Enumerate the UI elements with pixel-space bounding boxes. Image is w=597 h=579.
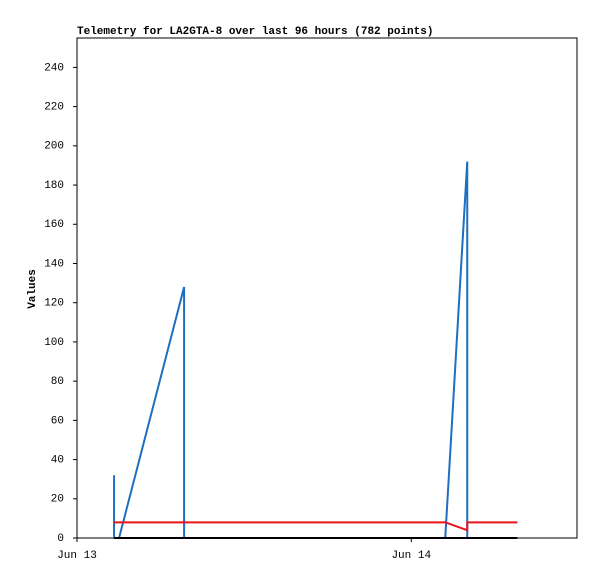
y-tick-label: 40 [51, 454, 64, 466]
y-tick-label: 120 [44, 298, 64, 310]
y-axis-label: Values [27, 269, 39, 309]
y-tick-label: 0 [57, 533, 64, 545]
y-tick-label: 240 [44, 62, 64, 74]
y-tick-label: 160 [44, 219, 64, 231]
chart-title: Telemetry for LA2GTA-8 over last 96 hour… [77, 26, 433, 38]
y-tick-label: 180 [44, 180, 64, 192]
y-tick-label: 200 [44, 141, 64, 153]
x-tick-label: Jun 13 [57, 550, 97, 562]
plot-frame [76, 37, 578, 539]
y-tick-label: 140 [44, 258, 64, 270]
y-tick-label: 100 [44, 337, 64, 349]
y-tick-label: 20 [51, 494, 64, 506]
data-line [114, 521, 518, 532]
y-tick-label: 80 [51, 376, 64, 388]
y-tick-label: 60 [51, 415, 64, 427]
data-line [113, 161, 469, 539]
y-tick-label: 220 [44, 102, 64, 114]
x-tick-label: Jun 14 [391, 550, 431, 562]
